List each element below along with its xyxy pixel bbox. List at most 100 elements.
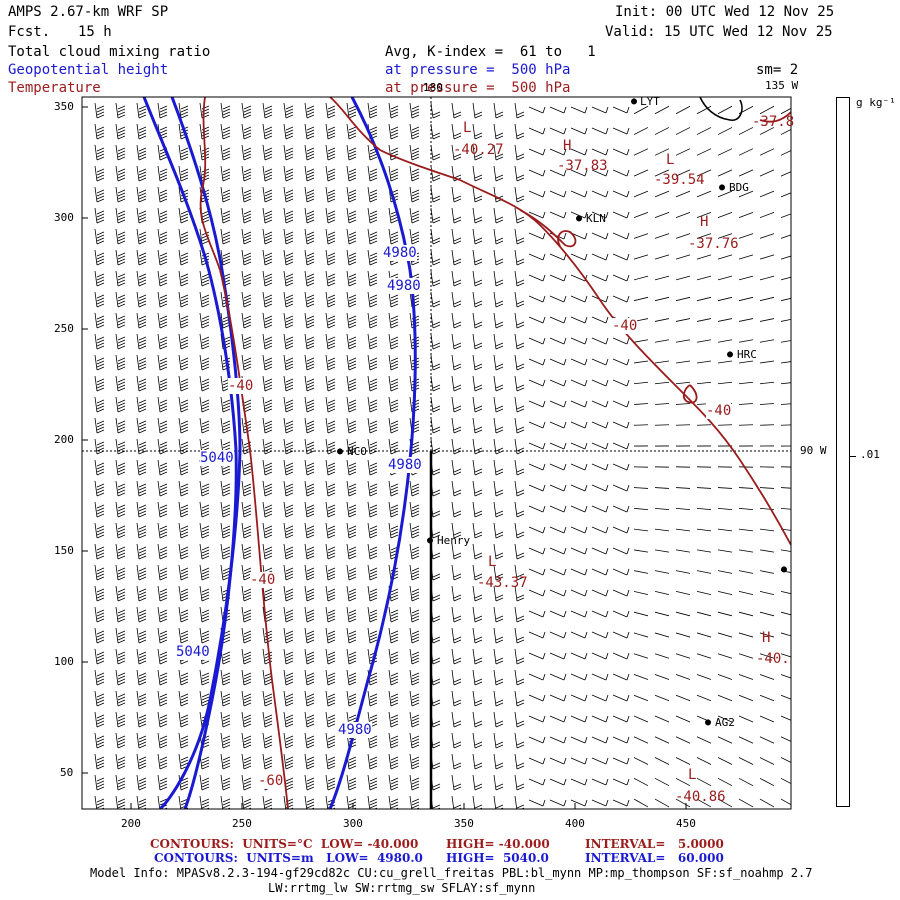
wind-barb xyxy=(115,606,126,623)
wind-barb xyxy=(654,715,670,723)
wind-barb xyxy=(528,316,546,324)
wind-barb xyxy=(514,333,525,350)
wind-barb xyxy=(283,543,294,560)
wind-barb xyxy=(136,312,147,329)
wind-barb xyxy=(472,753,483,770)
wind-barb xyxy=(262,270,273,287)
wind-barb xyxy=(157,228,168,245)
wind-barb xyxy=(409,522,420,539)
pressure-level-temperature: at pressure = 500 hPa xyxy=(385,80,571,96)
wind-barb xyxy=(199,585,210,602)
wind-barb xyxy=(430,333,441,350)
wind-barb xyxy=(696,190,712,198)
wind-barb xyxy=(514,291,525,308)
wind-barb xyxy=(612,484,630,492)
colorbar-unit: g kg⁻¹ xyxy=(856,96,896,109)
wind-barb xyxy=(738,507,754,511)
wind-barb xyxy=(493,228,504,245)
wind-barb xyxy=(325,249,336,266)
wind-barb xyxy=(514,690,525,707)
wind-barb xyxy=(136,711,147,728)
wind-barb xyxy=(633,403,649,405)
wind-barb xyxy=(633,777,649,787)
wind-barb xyxy=(549,169,567,177)
wind-barb xyxy=(388,669,399,686)
wind-barb xyxy=(493,417,504,434)
wind-barb xyxy=(199,606,210,623)
wind-barb xyxy=(451,711,462,728)
wind-barb xyxy=(283,732,294,749)
wind-barb xyxy=(654,591,670,595)
wind-barb xyxy=(325,144,336,161)
wind-barb xyxy=(262,102,273,119)
wind-barb xyxy=(94,270,105,287)
wind-barb xyxy=(94,606,105,623)
wind-barb xyxy=(451,564,462,581)
wind-barb xyxy=(367,522,378,539)
wind-barb xyxy=(612,169,630,177)
wind-barb xyxy=(346,690,357,707)
wind-barb xyxy=(528,610,546,618)
wind-barb xyxy=(759,127,775,135)
wind-barb xyxy=(115,627,126,644)
wind-barb xyxy=(717,549,733,553)
wind-barb xyxy=(325,753,336,770)
wind-barb xyxy=(409,186,420,203)
wind-barb xyxy=(115,480,126,497)
wind-barb xyxy=(94,627,105,644)
wind-barb xyxy=(633,487,649,489)
wind-barb xyxy=(472,648,483,665)
wind-barb xyxy=(759,275,775,281)
wind-barb xyxy=(591,778,609,786)
wind-barb xyxy=(717,190,733,198)
wind-barb xyxy=(759,757,775,765)
wind-barb xyxy=(178,417,189,434)
wind-barb xyxy=(136,123,147,140)
wind-barb xyxy=(241,501,252,518)
wind-barb xyxy=(304,459,315,476)
wind-barb xyxy=(514,732,525,749)
wind-barb xyxy=(388,606,399,623)
wind-barb xyxy=(654,798,670,808)
wind-barb xyxy=(199,291,210,308)
wind-barb xyxy=(591,379,609,387)
wind-barb xyxy=(241,711,252,728)
wind-barb xyxy=(367,312,378,329)
wind-barb xyxy=(304,774,315,791)
wind-barb xyxy=(178,732,189,749)
wind-barb xyxy=(367,144,378,161)
wind-barb xyxy=(262,648,273,665)
wind-barb xyxy=(262,354,273,371)
wind-barb xyxy=(220,732,231,749)
wind-barb xyxy=(430,165,441,182)
wind-barb xyxy=(388,333,399,350)
wind-barb xyxy=(654,777,670,787)
wind-barb xyxy=(409,417,420,434)
wind-barb xyxy=(283,207,294,224)
wind-barb xyxy=(262,480,273,497)
wind-barb xyxy=(262,333,273,350)
wind-barb xyxy=(430,144,441,161)
wind-barb xyxy=(241,228,252,245)
wind-barb xyxy=(241,354,252,371)
wind-barb xyxy=(241,522,252,539)
wind-barb xyxy=(696,148,712,156)
wind-barb xyxy=(178,543,189,560)
wind-barb xyxy=(388,795,399,809)
wind-barb xyxy=(591,526,609,534)
wind-barb xyxy=(612,148,630,156)
wind-barb xyxy=(346,501,357,518)
wind-barb xyxy=(528,505,546,513)
wind-barb xyxy=(199,732,210,749)
wind-barb xyxy=(346,165,357,182)
wind-barb xyxy=(612,673,630,681)
wind-barb xyxy=(717,715,733,723)
wind-barb xyxy=(738,487,754,489)
wind-barb xyxy=(759,169,775,177)
height-contour-high: HIGH= 5040.0 xyxy=(446,851,549,865)
wind-barb xyxy=(199,795,210,809)
wind-barb xyxy=(157,648,168,665)
wind-barb xyxy=(472,522,483,539)
wind-barb xyxy=(157,354,168,371)
wind-barb xyxy=(514,627,525,644)
